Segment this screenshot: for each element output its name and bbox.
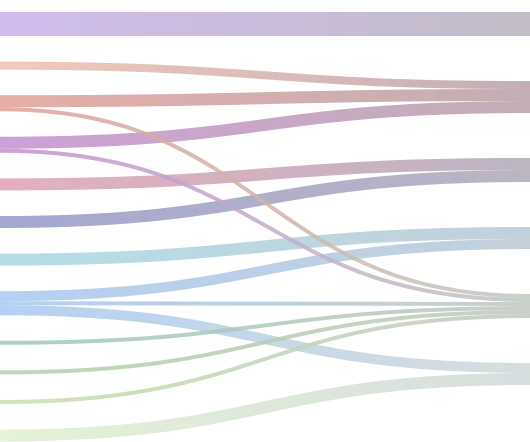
- flow-link: [0, 170, 530, 228]
- flow-link: [0, 61, 530, 89]
- flow-link: [0, 227, 530, 266]
- flow-link: [0, 314, 530, 404]
- flow-link: [0, 305, 530, 373]
- flow-link: [0, 306, 530, 345]
- flow-link: [0, 158, 530, 191]
- flow-link: [0, 310, 530, 375]
- flow-link: [0, 107, 530, 298]
- flow-link: [0, 301, 530, 306]
- flow-link: [0, 373, 530, 442]
- flow-link: [0, 89, 530, 108]
- flow-link: [0, 148, 530, 302]
- flow-link: [0, 239, 530, 302]
- flow-link: [0, 101, 530, 149]
